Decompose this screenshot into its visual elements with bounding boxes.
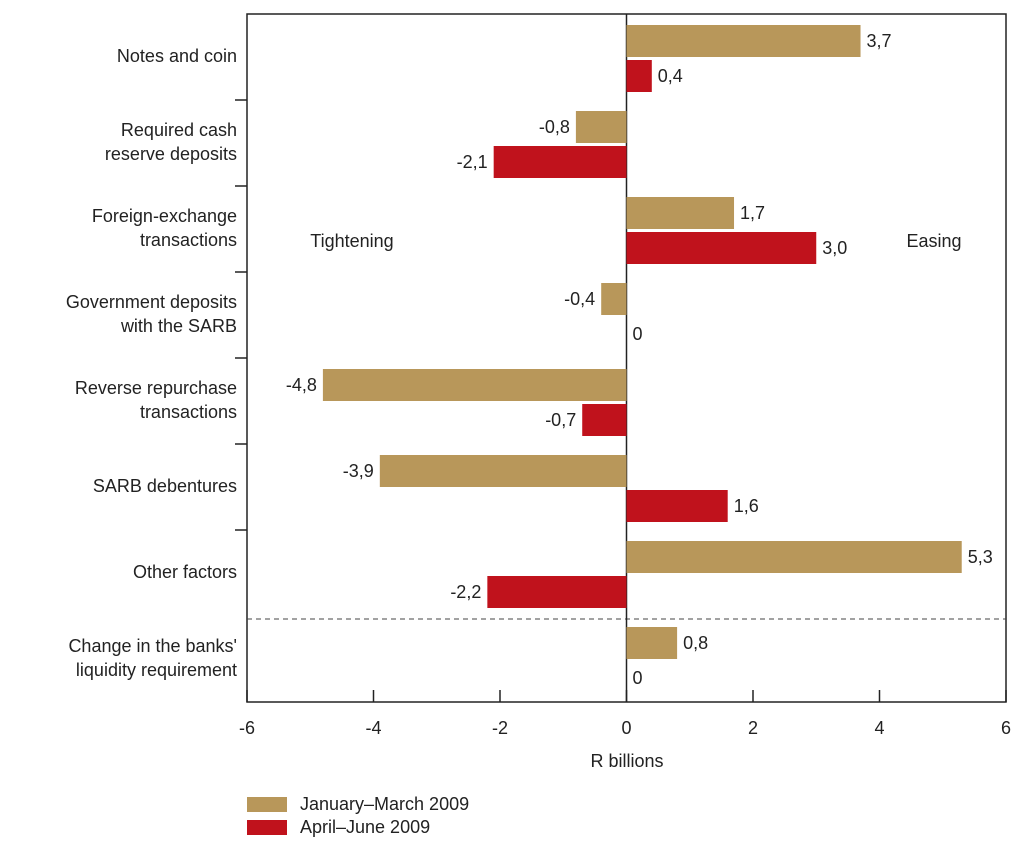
y-tick-label: Required cash reserve deposits xyxy=(105,120,237,164)
legend-swatch xyxy=(247,797,287,812)
bar xyxy=(626,60,652,92)
bar xyxy=(626,197,735,229)
x-tick-label: 0 xyxy=(621,718,631,738)
bar xyxy=(626,627,678,659)
y-tick-label: Change in the banks' liquidity requiremen… xyxy=(68,636,237,680)
annotation: Easing xyxy=(906,231,961,251)
x-tick-label: 4 xyxy=(874,718,884,738)
value-label: 3,0 xyxy=(822,238,847,258)
x-tick-label: -4 xyxy=(365,718,381,738)
value-label: -0,8 xyxy=(539,117,570,137)
y-tick-label: Reverse repurchase transactions xyxy=(75,378,237,422)
x-tick-label: 2 xyxy=(748,718,758,738)
x-tick-label: -6 xyxy=(239,718,255,738)
value-label: 1,7 xyxy=(740,203,765,223)
value-label: -2,2 xyxy=(450,582,481,602)
legend-swatch xyxy=(247,820,287,835)
y-tick-label: Government deposits with the SARB xyxy=(66,292,237,336)
y-tick-label: Other factors xyxy=(133,562,237,582)
value-label: 0 xyxy=(633,324,643,344)
value-label: -2,1 xyxy=(457,152,488,172)
bar xyxy=(582,404,627,436)
legend-label: January–March 2009 xyxy=(300,794,469,814)
value-label: 0 xyxy=(633,668,643,688)
x-tick-label: -2 xyxy=(492,718,508,738)
value-label: -3,9 xyxy=(343,461,374,481)
value-label: 0,4 xyxy=(658,66,683,86)
value-label: -0,4 xyxy=(564,289,595,309)
bar xyxy=(601,283,627,315)
bar xyxy=(626,232,817,264)
bar xyxy=(379,455,627,487)
bar xyxy=(626,541,962,573)
y-tick-label: Foreign-exchange transactions xyxy=(92,206,237,250)
bar xyxy=(493,146,627,178)
value-label: 0,8 xyxy=(683,633,708,653)
value-label: 3,7 xyxy=(867,31,892,51)
bar xyxy=(626,25,861,57)
value-label: -0,7 xyxy=(545,410,576,430)
x-axis-label: R billions xyxy=(590,751,663,771)
legend-label: April–June 2009 xyxy=(300,817,430,837)
bar xyxy=(575,111,627,143)
x-tick-label: 6 xyxy=(1001,718,1011,738)
y-tick-label: SARB debentures xyxy=(93,476,237,496)
y-tick-label: Notes and coin xyxy=(117,46,237,66)
bar xyxy=(322,369,627,401)
bar xyxy=(626,490,728,522)
value-label: 5,3 xyxy=(968,547,993,567)
value-label: 1,6 xyxy=(734,496,759,516)
value-label: -4,8 xyxy=(286,375,317,395)
annotation: Tightening xyxy=(310,231,393,251)
bar xyxy=(487,576,627,608)
